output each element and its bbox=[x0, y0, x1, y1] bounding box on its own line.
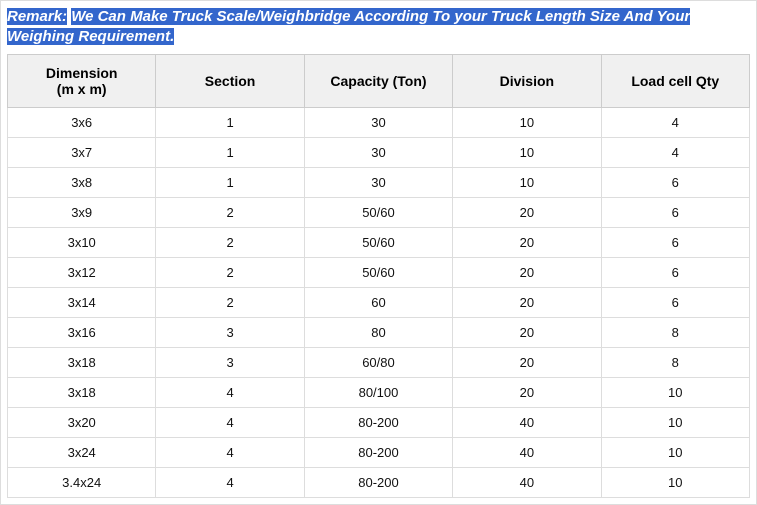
table-cell: 8 bbox=[601, 318, 749, 348]
table-cell: 30 bbox=[304, 168, 452, 198]
table-cell: 8 bbox=[601, 348, 749, 378]
table-cell: 4 bbox=[156, 378, 304, 408]
table-cell: 20 bbox=[453, 258, 601, 288]
table-cell: 4 bbox=[156, 438, 304, 468]
table-cell: 4 bbox=[156, 408, 304, 438]
table-row: 3x8130106 bbox=[8, 168, 750, 198]
table-row: 3x9250/60206 bbox=[8, 198, 750, 228]
table-cell: 3x7 bbox=[8, 138, 156, 168]
table-cell: 3x9 bbox=[8, 198, 156, 228]
table-cell: 3.4x24 bbox=[8, 468, 156, 498]
table-row: 3x6130104 bbox=[8, 108, 750, 138]
col-section: Section bbox=[156, 55, 304, 108]
table-row: 3x12250/60206 bbox=[8, 258, 750, 288]
table-cell: 1 bbox=[156, 168, 304, 198]
table-cell: 50/60 bbox=[304, 228, 452, 258]
table-cell: 60 bbox=[304, 288, 452, 318]
table-cell: 3x18 bbox=[8, 378, 156, 408]
table-row: 3x18480/1002010 bbox=[8, 378, 750, 408]
header-row: Dimension (m x m) Section Capacity (Ton)… bbox=[8, 55, 750, 108]
table-cell: 6 bbox=[601, 168, 749, 198]
table-cell: 2 bbox=[156, 258, 304, 288]
col-capacity: Capacity (Ton) bbox=[304, 55, 452, 108]
spec-table: Dimension (m x m) Section Capacity (Ton)… bbox=[7, 54, 750, 498]
table-cell: 50/60 bbox=[304, 198, 452, 228]
table-row: 3x14260206 bbox=[8, 288, 750, 318]
table-cell: 3x8 bbox=[8, 168, 156, 198]
table-cell: 80 bbox=[304, 318, 452, 348]
table-cell: 10 bbox=[453, 168, 601, 198]
table-cell: 20 bbox=[453, 318, 601, 348]
table-row: 3x18360/80208 bbox=[8, 348, 750, 378]
table-row: 3x10250/60206 bbox=[8, 228, 750, 258]
table-cell: 80/100 bbox=[304, 378, 452, 408]
table-row: 3x20480-2004010 bbox=[8, 408, 750, 438]
table-cell: 20 bbox=[453, 198, 601, 228]
table-cell: 4 bbox=[601, 138, 749, 168]
col-capacity-l1: Capacity (Ton) bbox=[330, 73, 426, 89]
table-cell: 2 bbox=[156, 228, 304, 258]
table-cell: 1 bbox=[156, 138, 304, 168]
table-cell: 6 bbox=[601, 258, 749, 288]
col-loadcell: Load cell Qty bbox=[601, 55, 749, 108]
table-cell: 80-200 bbox=[304, 438, 452, 468]
table-header: Dimension (m x m) Section Capacity (Ton)… bbox=[8, 55, 750, 108]
content-container: Remark: We Can Make Truck Scale/Weighbri… bbox=[0, 0, 757, 505]
table-cell: 20 bbox=[453, 348, 601, 378]
col-division: Division bbox=[453, 55, 601, 108]
table-cell: 4 bbox=[156, 468, 304, 498]
table-cell: 10 bbox=[601, 438, 749, 468]
table-row: 3x7130104 bbox=[8, 138, 750, 168]
table-cell: 2 bbox=[156, 198, 304, 228]
table-cell: 3x16 bbox=[8, 318, 156, 348]
table-body: 3x61301043x71301043x81301063x9250/602063… bbox=[8, 108, 750, 498]
table-cell: 10 bbox=[601, 408, 749, 438]
table-cell: 30 bbox=[304, 138, 452, 168]
table-cell: 1 bbox=[156, 108, 304, 138]
table-cell: 4 bbox=[601, 108, 749, 138]
table-row: 3x24480-2004010 bbox=[8, 438, 750, 468]
table-cell: 10 bbox=[453, 108, 601, 138]
table-cell: 3 bbox=[156, 318, 304, 348]
table-cell: 3x20 bbox=[8, 408, 156, 438]
table-cell: 10 bbox=[601, 468, 749, 498]
table-cell: 3x12 bbox=[8, 258, 156, 288]
table-cell: 2 bbox=[156, 288, 304, 318]
col-loadcell-l1: Load cell Qty bbox=[631, 73, 719, 89]
col-division-l1: Division bbox=[500, 73, 554, 89]
table-row: 3.4x24480-2004010 bbox=[8, 468, 750, 498]
table-cell: 3x24 bbox=[8, 438, 156, 468]
table-cell: 20 bbox=[453, 378, 601, 408]
table-cell: 20 bbox=[453, 288, 601, 318]
table-cell: 6 bbox=[601, 228, 749, 258]
table-cell: 40 bbox=[453, 438, 601, 468]
table-cell: 3x14 bbox=[8, 288, 156, 318]
table-cell: 40 bbox=[453, 468, 601, 498]
table-cell: 50/60 bbox=[304, 258, 452, 288]
remark-block: Remark: We Can Make Truck Scale/Weighbri… bbox=[7, 7, 750, 46]
table-cell: 80-200 bbox=[304, 408, 452, 438]
table-cell: 6 bbox=[601, 198, 749, 228]
remark-text: We Can Make Truck Scale/Weighbridge Acco… bbox=[7, 8, 690, 45]
col-section-l1: Section bbox=[205, 73, 256, 89]
col-dimension: Dimension (m x m) bbox=[8, 55, 156, 108]
remark-label: Remark: bbox=[7, 8, 67, 25]
col-dimension-l1: Dimension bbox=[46, 65, 118, 81]
table-cell: 3x10 bbox=[8, 228, 156, 258]
table-cell: 6 bbox=[601, 288, 749, 318]
table-cell: 80-200 bbox=[304, 468, 452, 498]
table-cell: 3x6 bbox=[8, 108, 156, 138]
table-cell: 40 bbox=[453, 408, 601, 438]
table-cell: 3 bbox=[156, 348, 304, 378]
table-cell: 3x18 bbox=[8, 348, 156, 378]
table-row: 3x16380208 bbox=[8, 318, 750, 348]
table-cell: 30 bbox=[304, 108, 452, 138]
table-cell: 10 bbox=[453, 138, 601, 168]
col-dimension-l2: (m x m) bbox=[57, 81, 107, 97]
table-cell: 20 bbox=[453, 228, 601, 258]
table-cell: 10 bbox=[601, 378, 749, 408]
table-cell: 60/80 bbox=[304, 348, 452, 378]
